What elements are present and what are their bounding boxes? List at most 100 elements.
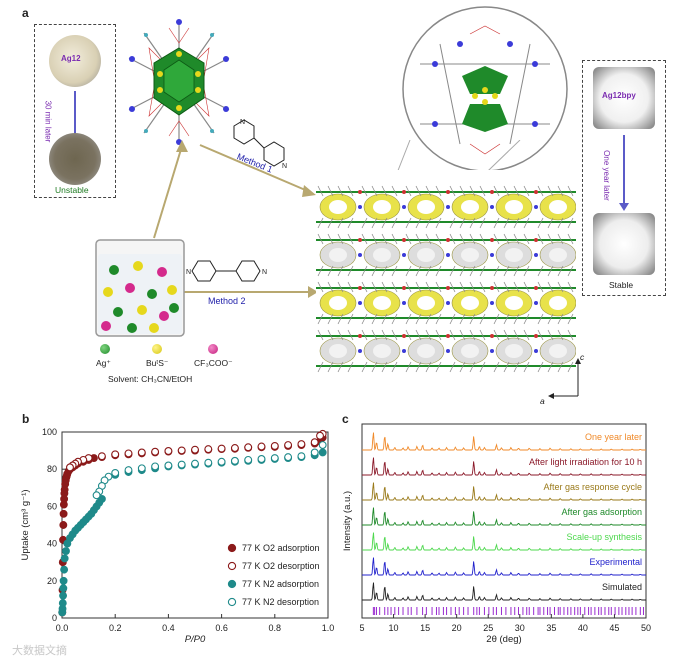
data-point bbox=[310, 448, 319, 457]
x-tick-label: 20 bbox=[452, 623, 462, 633]
legend-ag-label: Ag⁺ bbox=[96, 358, 111, 368]
data-point bbox=[257, 455, 266, 463]
pattern-line bbox=[362, 432, 646, 452]
data-point bbox=[111, 468, 120, 477]
ag12bpy-bottom-sample bbox=[593, 213, 655, 275]
data-point bbox=[244, 455, 253, 464]
x-tick-label: 35 bbox=[546, 623, 556, 633]
down-arrow-icon bbox=[623, 135, 625, 205]
beaker-ion-s bbox=[137, 305, 147, 315]
data-point bbox=[318, 441, 327, 449]
data-point bbox=[270, 454, 279, 462]
isotherm-chart: 0.0 0.2 0.4 0.6 0.8 1.0 0 20 40 60 80 100 P/P0 Uptake… bbox=[20, 427, 335, 642]
ag12-top-label: Ag12 bbox=[61, 54, 81, 63]
pattern-label: Scale-up synthesis bbox=[566, 532, 642, 542]
pattern-line bbox=[362, 457, 646, 477]
legend-bus-dot bbox=[152, 344, 162, 354]
data-point bbox=[177, 446, 186, 455]
legend-label: 77 K N2 desorption bbox=[242, 597, 319, 607]
x-axis-label: 2θ (deg) bbox=[486, 634, 521, 644]
data-point bbox=[60, 565, 69, 574]
y-tick-label: 100 bbox=[42, 427, 57, 437]
pattern-label: After light irradiation for 10 h bbox=[529, 457, 642, 467]
data-point bbox=[217, 457, 226, 466]
data-point bbox=[58, 599, 67, 608]
x-tick-label: 0.6 bbox=[215, 623, 228, 633]
x-axis-label: P/P0 bbox=[185, 634, 206, 642]
data-point bbox=[59, 584, 68, 593]
data-point bbox=[270, 442, 279, 450]
x-tick-label: 0.0 bbox=[56, 623, 69, 633]
y-tick-label: 20 bbox=[47, 576, 57, 586]
method2-label: Method 2 bbox=[208, 296, 246, 306]
down-arrow-head-icon bbox=[619, 203, 629, 211]
data-point bbox=[164, 461, 173, 470]
data-point bbox=[177, 460, 186, 469]
x-tick-label: 0.8 bbox=[269, 623, 282, 633]
x-tick-label: 0.4 bbox=[162, 623, 175, 633]
legend-label: 77 K O2 adsorption bbox=[242, 543, 320, 553]
data-point bbox=[124, 449, 133, 458]
data-point bbox=[59, 521, 68, 529]
data-point bbox=[59, 576, 68, 585]
data-point bbox=[97, 452, 106, 461]
beaker-ion-ag bbox=[127, 323, 137, 333]
pattern-line bbox=[362, 482, 646, 502]
axis-c-label: c bbox=[580, 352, 585, 362]
data-point bbox=[137, 448, 146, 457]
data-point bbox=[318, 448, 327, 457]
data-point bbox=[257, 442, 266, 451]
ag12-cluster-structure bbox=[128, 19, 230, 145]
beaker-ion-s bbox=[133, 261, 143, 271]
data-point bbox=[230, 456, 239, 465]
data-point bbox=[124, 466, 133, 475]
data-point bbox=[191, 459, 199, 468]
data-point bbox=[59, 591, 68, 600]
legend-marker bbox=[227, 597, 237, 607]
x-tick-label: 15 bbox=[420, 623, 430, 633]
reaction-beaker bbox=[95, 239, 185, 337]
x-tick-label: 30 bbox=[515, 623, 525, 633]
pattern-label: Simulated bbox=[602, 582, 642, 592]
x-tick-label: 5 bbox=[359, 623, 364, 633]
ag12-status-label: Unstable bbox=[55, 185, 89, 195]
ag12-arrow-label: 30 min later bbox=[43, 100, 53, 143]
legend-marker bbox=[227, 579, 237, 589]
ag12bpy-top-label: Ag12bpy bbox=[602, 91, 636, 100]
data-point bbox=[204, 445, 213, 454]
x-tick-label: 40 bbox=[578, 623, 588, 633]
data-point bbox=[92, 491, 101, 500]
ag12-box: Ag12 30 min later Unstable bbox=[34, 24, 116, 198]
beaker-ion-ag bbox=[109, 265, 119, 275]
data-point bbox=[151, 447, 160, 456]
x-tick-label: 25 bbox=[483, 623, 493, 633]
data-point bbox=[284, 453, 293, 462]
svg-text:N: N bbox=[240, 119, 245, 126]
plot-frame bbox=[361, 423, 647, 619]
panel-b-letter: b bbox=[22, 412, 30, 426]
bipyridine-method1-icon: N N bbox=[233, 119, 287, 170]
beaker-ion-s bbox=[103, 287, 113, 297]
x-tick-label: 1.0 bbox=[322, 623, 335, 633]
data-point bbox=[111, 450, 120, 459]
pattern-line bbox=[362, 507, 646, 527]
data-point bbox=[217, 444, 226, 453]
ag12-bottom-sample bbox=[49, 133, 101, 185]
beaker-ion-ag bbox=[147, 289, 157, 299]
y-tick-label: 40 bbox=[47, 539, 57, 549]
beaker-ion-s bbox=[149, 323, 159, 333]
beaker-ion-tfa bbox=[125, 283, 135, 293]
data-point bbox=[97, 495, 106, 503]
pattern-label: One year later bbox=[585, 432, 642, 442]
data-point bbox=[59, 509, 68, 518]
legend-bus-label: BuᵗS⁻ bbox=[146, 358, 169, 368]
y-axis-label: Uptake (cm³ g⁻¹) bbox=[20, 490, 31, 561]
axis-arrows bbox=[548, 358, 581, 399]
data-point bbox=[297, 452, 306, 461]
pattern-label: After gas response cycle bbox=[543, 482, 642, 492]
data-point bbox=[60, 554, 69, 563]
ag12bpy-status-label: Stable bbox=[609, 280, 634, 290]
data-point bbox=[230, 444, 239, 452]
reaction-arrows bbox=[153, 140, 318, 298]
solvent-label: Solvent: CH₃CN/EtOH bbox=[108, 374, 193, 384]
